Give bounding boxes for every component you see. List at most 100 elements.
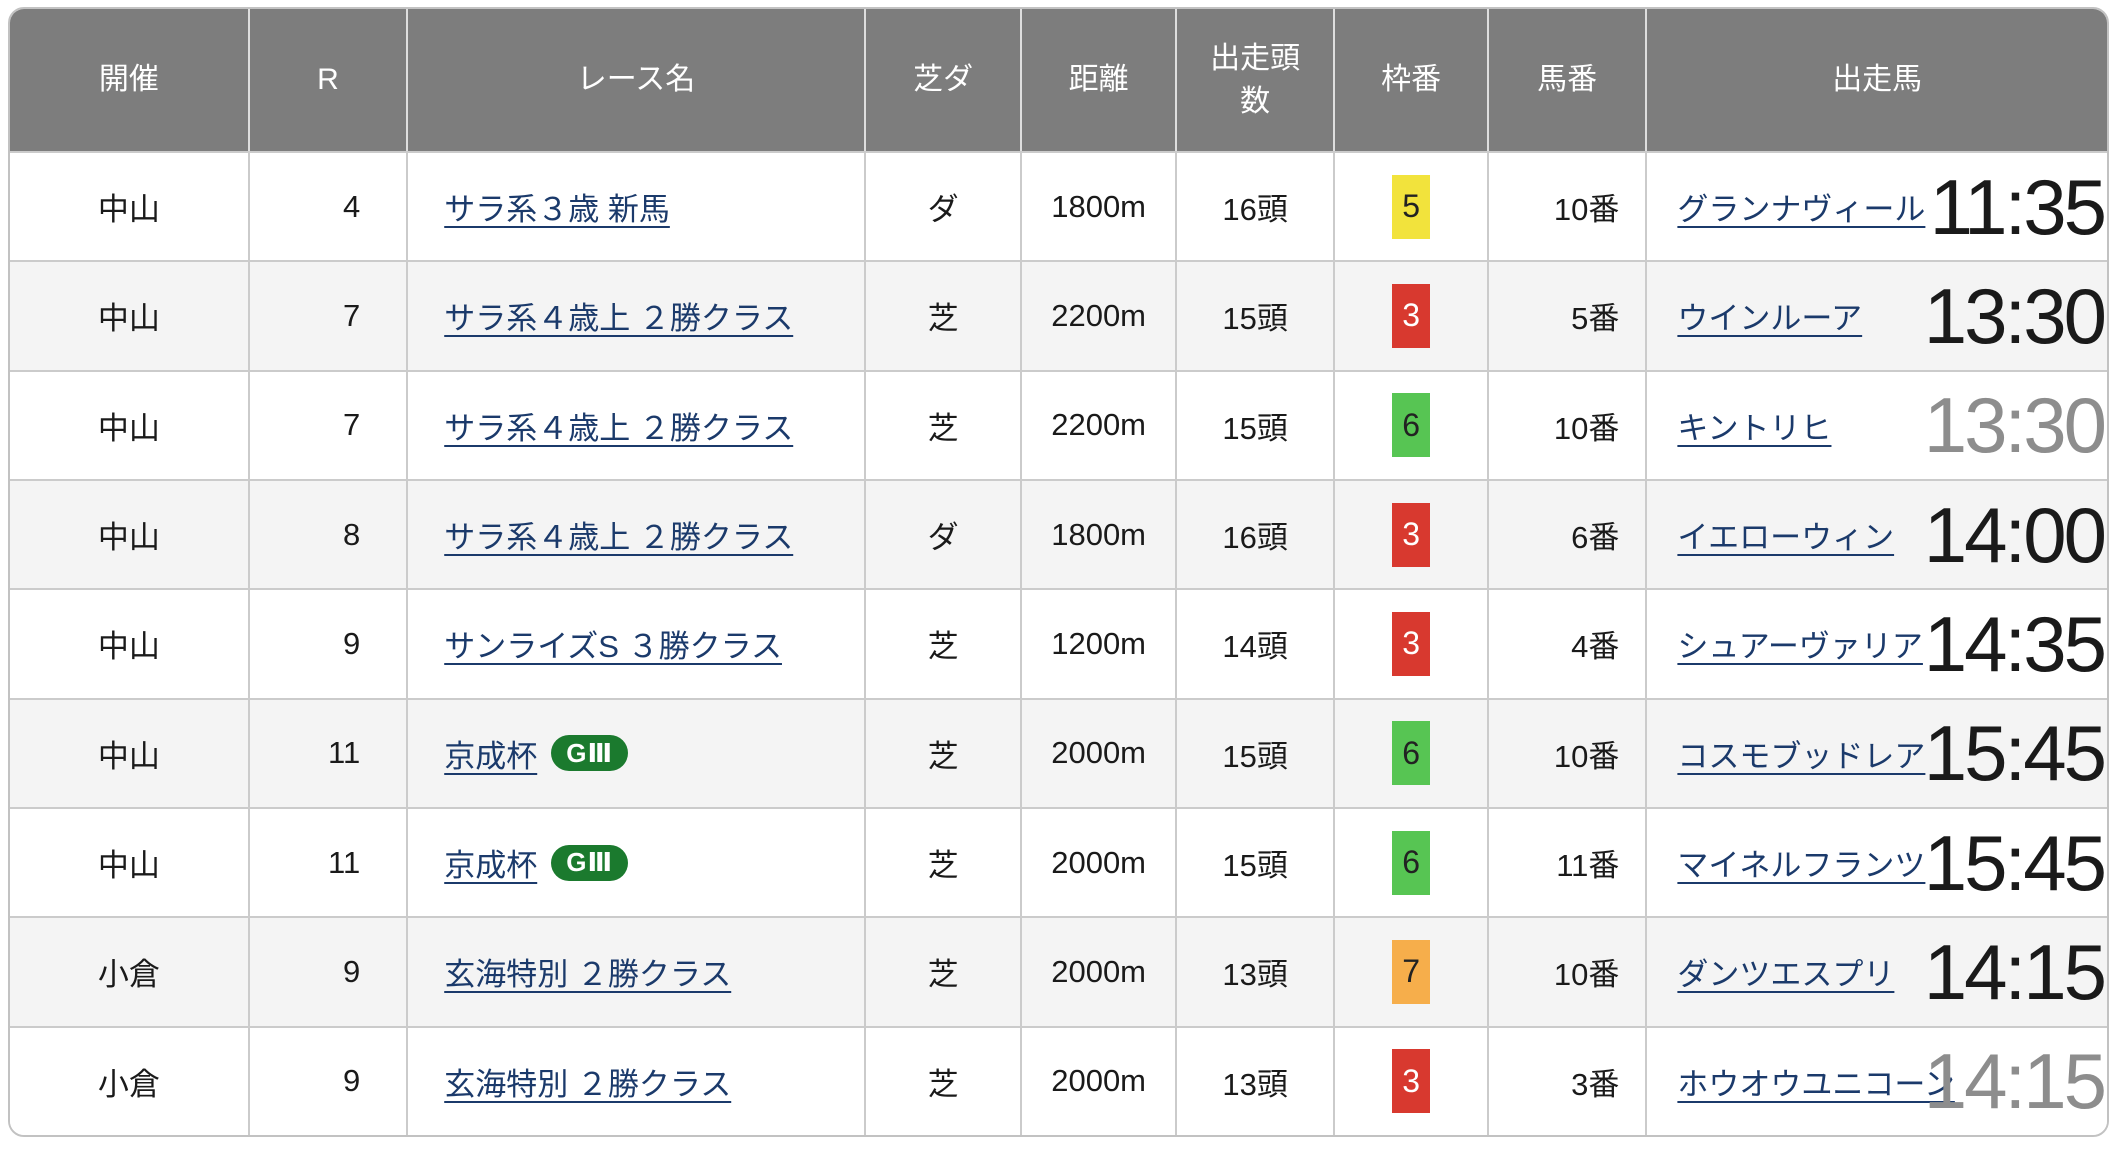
venue-cell: 中山 [10, 372, 248, 479]
column-header-label: 距離 [1068, 63, 1129, 97]
surface-cell: 芝 [863, 808, 1021, 917]
horse-number-cell: 11番 [1486, 808, 1645, 917]
bracket-cell: 5 [1333, 153, 1487, 261]
race-time: 15:45 [1923, 709, 2107, 798]
horse-cell: ウインルーア 13:30 [1645, 262, 2107, 370]
distance-label: 2000m [1051, 735, 1147, 771]
venue-cell: 中山 [10, 809, 248, 916]
table-row: 中山 9 サンライズS ３勝クラス 芝 1200m 14頭 3 4番 シュアーヴ… [10, 588, 2107, 698]
race-name-link[interactable]: 玄海特別 ２勝クラス [444, 957, 732, 993]
heads-count-cell: 15頭 [1174, 699, 1334, 807]
horse-number-cell: 10番 [1486, 371, 1645, 479]
horse-number-cell: 10番 [1486, 153, 1645, 261]
heads-count-label: 15頭 [1222, 738, 1288, 774]
race-number-label: 9 [342, 1063, 361, 1099]
race-name-cell: 京成杯 GⅢ [406, 699, 864, 807]
table-row: 中山 8 サラ系４歳上 ２勝クラス ダ 1800m 16頭 3 6番 イエローウ… [10, 478, 2107, 589]
heads-count-label: 15頭 [1222, 410, 1288, 446]
bracket-cell: 3 [1333, 590, 1487, 698]
heads-count-label: 13頭 [1222, 1066, 1288, 1102]
horse-name-link[interactable]: マイネルフランツ [1677, 848, 1926, 884]
venue-label: 小倉 [97, 1066, 160, 1102]
table-header-row: 開催 R レース名 芝ダ 距離 出走頭数 枠番 馬番 出走馬 [10, 9, 2107, 153]
race-name-cell: 玄海特別 ２勝クラス [406, 1027, 864, 1135]
horse-name-link[interactable]: ウインルーア [1677, 301, 1863, 337]
heads-count-cell: 13頭 [1174, 1027, 1334, 1135]
heads-count-label: 16頭 [1222, 192, 1288, 228]
race-number-label: 8 [342, 516, 361, 552]
venue-cell: 小倉 [10, 918, 248, 1025]
horse-name-link[interactable]: コスモブッドレア [1677, 738, 1926, 774]
table-row: 小倉 9 玄海特別 ２勝クラス 芝 2000m 13頭 3 3番 ホウオウユニコ… [10, 1025, 2107, 1135]
surface-label: 芝 [927, 629, 959, 665]
waku-badge: 5 [1392, 174, 1431, 239]
heads-count-label: 15頭 [1222, 848, 1288, 884]
horse-number-label: 3番 [1571, 1066, 1620, 1102]
race-name-cell: 京成杯 GⅢ [406, 808, 864, 917]
waku-badge: 3 [1392, 611, 1431, 676]
horse-name-link[interactable]: グランナヴィール [1677, 192, 1926, 228]
distance-cell: 2200m [1020, 262, 1175, 370]
race-name-link[interactable]: サラ系４歳上 ２勝クラス [444, 301, 794, 337]
race-time: 11:35 [1929, 162, 2107, 251]
column-header-horse: 出走馬 [1645, 9, 2107, 151]
horse-name-link[interactable]: キントリヒ [1677, 410, 1832, 446]
heads-count-cell: 15頭 [1174, 371, 1334, 479]
horse-cell: シュアーヴァリア 14:35 [1645, 590, 2107, 698]
horse-number-label: 5番 [1571, 301, 1620, 337]
surface-cell: 芝 [863, 918, 1021, 1026]
race-number-label: 4 [342, 188, 361, 224]
race-name-link[interactable]: サラ系４歳上 ２勝クラス [444, 520, 794, 556]
venue-label: 中山 [97, 629, 160, 665]
heads-count-label: 13頭 [1222, 957, 1288, 993]
distance-cell: 2000m [1020, 918, 1175, 1026]
heads-count-label: 14頭 [1222, 629, 1288, 665]
horse-number-cell: 4番 [1486, 590, 1645, 698]
heads-count-cell: 16頭 [1174, 153, 1334, 261]
bracket-cell: 6 [1333, 371, 1487, 479]
surface-label: 芝 [927, 1066, 959, 1102]
venue-cell: 小倉 [10, 1028, 248, 1135]
distance-label: 2000m [1051, 844, 1147, 880]
horse-cell: マイネルフランツ 15:45 [1645, 808, 2107, 917]
horse-name-link[interactable]: ダンツエスプリ [1677, 957, 1895, 993]
surface-label: 芝 [927, 301, 959, 337]
venue-label: 中山 [97, 410, 160, 446]
grade-badge: GⅢ [551, 735, 629, 772]
surface-label: 芝 [927, 410, 959, 446]
distance-label: 1800m [1051, 516, 1147, 552]
horse-number-cell: 10番 [1486, 699, 1645, 807]
venue-cell: 中山 [10, 153, 248, 260]
horse-number-cell: 6番 [1486, 480, 1645, 589]
surface-label: ダ [927, 192, 959, 228]
surface-label: 芝 [927, 738, 959, 774]
table-row: 中山 7 サラ系４歳上 ２勝クラス 芝 2200m 15頭 3 5番 ウインルー… [10, 260, 2107, 370]
race-number-cell: 7 [247, 262, 407, 370]
column-header-label: 馬番 [1537, 63, 1598, 97]
race-name-link[interactable]: サンライズS ３勝クラス [444, 629, 782, 665]
horse-name-link[interactable]: シュアーヴァリア [1677, 629, 1923, 665]
race-time: 14:00 [1923, 490, 2107, 579]
heads-count-label: 15頭 [1222, 301, 1288, 337]
race-number-label: 7 [342, 297, 361, 333]
race-name-link[interactable]: 京成杯 [444, 848, 538, 884]
race-number-cell: 9 [247, 918, 407, 1026]
bracket-cell: 6 [1333, 699, 1487, 807]
venue-label: 中山 [97, 738, 160, 774]
race-number-label: 11 [328, 844, 361, 880]
surface-cell: 芝 [863, 699, 1021, 807]
race-name-link[interactable]: サラ系３歳 新馬 [444, 192, 670, 228]
race-name-link[interactable]: 玄海特別 ２勝クラス [444, 1066, 732, 1102]
race-number-cell: 7 [247, 371, 407, 479]
horse-number-cell: 3番 [1486, 1027, 1645, 1135]
horse-number-label: 10番 [1553, 410, 1620, 446]
race-name-link[interactable]: サラ系４歳上 ２勝クラス [444, 410, 794, 446]
column-header-distance: 距離 [1020, 9, 1175, 151]
surface-cell: ダ [863, 480, 1021, 589]
race-table: 開催 R レース名 芝ダ 距離 出走頭数 枠番 馬番 出走馬 中山 4 サラ系３歳 新馬 ダ 1… [8, 7, 2109, 1137]
race-name-link[interactable]: 京成杯 [444, 738, 538, 774]
waku-badge: 3 [1392, 502, 1431, 567]
distance-label: 1800m [1051, 188, 1147, 224]
horse-name-link[interactable]: ホウオウユニコーン [1677, 1066, 1955, 1102]
horse-name-link[interactable]: イエローウィン [1677, 520, 1895, 556]
